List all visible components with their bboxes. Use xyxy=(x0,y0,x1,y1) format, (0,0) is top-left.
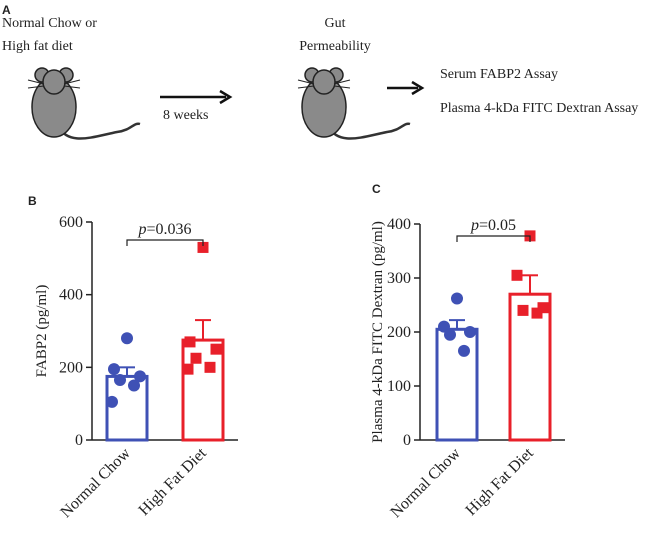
data-point xyxy=(108,363,120,376)
middle-text: Gut xyxy=(325,16,346,31)
error-bar xyxy=(449,319,465,330)
bar xyxy=(508,292,552,442)
annotation: p=0.036 xyxy=(137,221,191,238)
panel-label: C xyxy=(372,182,381,196)
assay-text: Serum FABP2 Assay xyxy=(440,67,558,82)
panel-label: A xyxy=(2,3,11,17)
data-point xyxy=(210,343,222,355)
significance-bracket xyxy=(456,235,531,242)
annotation: p=0.05 xyxy=(470,217,516,234)
bar xyxy=(105,374,149,442)
y-tick-label: 200 xyxy=(387,324,411,341)
data-point xyxy=(511,269,523,281)
panel-label: B xyxy=(28,194,37,208)
error-bar xyxy=(119,366,135,377)
data-point xyxy=(121,332,133,345)
data-point xyxy=(190,352,202,364)
data-point xyxy=(444,328,456,341)
y-tick-label: 0 xyxy=(403,432,411,449)
data-point xyxy=(531,307,543,319)
chart: B 0 200 400 600 FABP2 (pg/ml) Normal Chow High … xyxy=(28,194,238,521)
y-tick-label: 0 xyxy=(75,432,83,449)
data-point xyxy=(451,292,463,305)
data-point xyxy=(184,336,196,348)
data-point xyxy=(128,379,140,392)
mouse-icon xyxy=(297,67,411,140)
start-text: Normal Chow or xyxy=(2,16,97,31)
arrow-text: 8 weeks xyxy=(163,108,209,123)
error-bar xyxy=(522,274,538,295)
y-tick-label: 600 xyxy=(59,214,83,231)
y-axis-label: FABP2 (pg/ml) xyxy=(34,285,50,378)
data-point xyxy=(114,374,126,387)
x-tick-label: Normal Chow xyxy=(387,444,464,521)
data-point xyxy=(458,344,470,357)
data-point xyxy=(106,395,118,408)
x-tick-label: High Fat Diet xyxy=(463,444,538,519)
significance-bracket xyxy=(126,239,204,246)
panel-a: A Normal Chow or High fat diet 8 weeks G… xyxy=(2,3,638,140)
data-point xyxy=(182,363,194,375)
assay-text: Plasma 4-kDa FITC Dextran Assay xyxy=(440,101,638,116)
x-tick-label: Normal Chow xyxy=(57,444,134,521)
y-tick-label: 400 xyxy=(59,287,83,304)
y-tick-label: 100 xyxy=(387,378,411,395)
data-point xyxy=(464,326,476,338)
x-tick-label: High Fat Diet xyxy=(136,444,211,519)
bar xyxy=(435,327,479,442)
y-tick-label: 400 xyxy=(387,216,411,233)
data-point xyxy=(204,361,216,373)
data-point xyxy=(197,241,209,253)
bar xyxy=(181,338,225,442)
mouse-icon xyxy=(27,67,141,140)
data-point xyxy=(134,370,146,383)
y-tick-label: 300 xyxy=(387,270,411,287)
error-bar xyxy=(195,319,211,341)
data-point xyxy=(517,304,529,316)
data-point xyxy=(537,302,549,314)
middle-text: Permeability xyxy=(299,39,371,54)
y-tick-label: 200 xyxy=(59,359,83,376)
y-axis-label: Plasma 4-kDa FITC Dextran (pg/ml) xyxy=(370,221,386,443)
start-text: High fat diet xyxy=(2,39,73,54)
